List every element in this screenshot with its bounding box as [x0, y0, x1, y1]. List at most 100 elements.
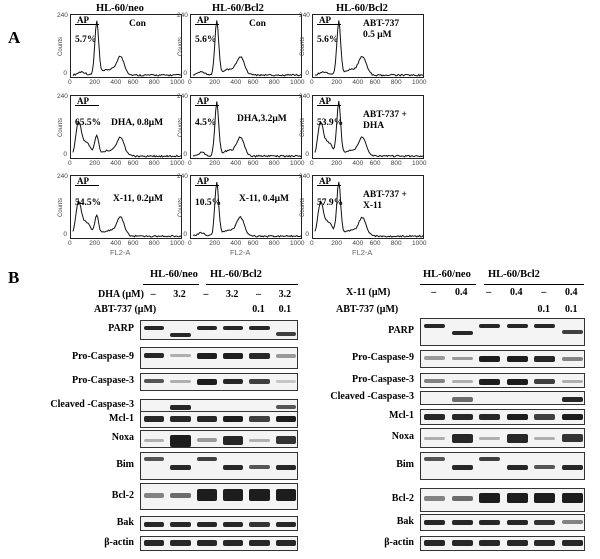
apoptosis-percent: 5.7% — [75, 35, 97, 45]
x-tick: 600 — [127, 160, 139, 167]
x-tick: 0 — [188, 160, 192, 167]
protein-label: Pro-Caspase-3 — [351, 373, 414, 385]
y-tick-top: 240 — [57, 12, 68, 19]
histogram-trace — [72, 120, 182, 158]
y-axis-label: Counts — [58, 36, 64, 56]
ap-gate-line — [195, 185, 219, 186]
treatment-value: 0.1 — [565, 304, 578, 315]
x-tick: 400 — [230, 79, 242, 86]
treatment-value: 0.4 — [455, 287, 468, 298]
condition-label-2: DHA — [363, 121, 385, 131]
protein-band — [170, 354, 191, 357]
protein-band — [506, 540, 528, 546]
treatment-value: – — [203, 289, 209, 300]
y-tick-top: 240 — [299, 93, 310, 100]
treatment-row-1-label: X-11 (μM) — [346, 287, 391, 298]
x-tick: 1000 — [412, 240, 427, 247]
treatment-row-1-label: DHA (μM) — [98, 289, 144, 300]
protein-band — [451, 331, 473, 335]
ap-gate-line — [195, 105, 219, 106]
x-tick: 1000 — [412, 160, 427, 167]
x-tick: 1000 — [290, 240, 305, 247]
treatment-value: 0.4 — [565, 287, 578, 298]
x-tick: 600 — [247, 240, 259, 247]
y-tick-zero: 0 — [305, 231, 309, 238]
blot-strip — [140, 452, 298, 480]
protein-band — [561, 465, 583, 470]
x-tick: 800 — [268, 79, 280, 86]
protein-band — [506, 434, 528, 443]
protein-band — [424, 496, 446, 501]
x-tick: 200 — [209, 79, 221, 86]
protein-band — [561, 414, 583, 420]
histogram-curve — [72, 20, 182, 77]
blot-strip — [420, 350, 585, 368]
ap-gate-line — [317, 185, 341, 186]
y-tick-top: 240 — [57, 173, 68, 180]
protein-band — [534, 356, 556, 362]
protein-label: PARP — [108, 323, 134, 334]
protein-band — [143, 457, 165, 461]
protein-label: Bak — [116, 516, 134, 528]
histogram-trace — [192, 101, 302, 158]
protein-band — [479, 324, 501, 328]
protein-band — [196, 416, 218, 422]
ap-gate-line — [75, 105, 99, 106]
treatment-value: – — [541, 287, 547, 298]
protein-band — [479, 356, 501, 362]
histogram-curve — [72, 120, 182, 158]
protein-band — [451, 357, 473, 360]
histogram-trace — [192, 182, 302, 238]
treatment-row-2-label: ABT-737 (μM) — [336, 304, 399, 315]
protein-band — [534, 324, 556, 328]
x-tick: 400 — [352, 160, 364, 167]
group-header-neo: HL-60/neo — [423, 269, 471, 280]
protein-band — [561, 434, 583, 442]
group-line-neo — [420, 284, 476, 285]
blot-strip — [420, 409, 585, 425]
blot-strip — [420, 391, 585, 405]
y-tick-zero: 0 — [183, 231, 187, 238]
protein-label: Pro-Caspase-9 — [71, 351, 134, 362]
ap-gate-line — [317, 105, 341, 106]
ap-gate-line — [75, 185, 99, 186]
y-tick-top: 240 — [299, 12, 310, 19]
protein-band — [424, 457, 446, 461]
x-tick: 200 — [331, 160, 343, 167]
protein-band — [506, 379, 528, 385]
x-tick: 400 — [110, 79, 122, 86]
x-tick: 200 — [209, 240, 221, 247]
protein-band — [561, 520, 583, 524]
ap-label: AP — [319, 96, 331, 106]
ap-label: AP — [77, 96, 89, 106]
protein-band — [534, 379, 556, 384]
ap-label: AP — [77, 15, 89, 25]
protein-band — [451, 465, 473, 470]
protein-band — [222, 465, 244, 470]
protein-label: Cleaved -Caspase-3 — [330, 391, 414, 402]
flow-histogram: AP 53.9% ABT-737 + DHA — [312, 95, 424, 159]
protein-band — [170, 493, 191, 498]
condition-label: X-11, 0.2μM — [113, 194, 163, 204]
x-tick: 400 — [230, 240, 242, 247]
x-tick: 800 — [390, 79, 402, 86]
treatment-value: 0.1 — [278, 304, 292, 315]
x-tick: 1000 — [170, 240, 185, 247]
protein-band — [275, 436, 297, 444]
group-header-bcl2: HL-60/Bcl2 — [210, 269, 262, 280]
protein-band — [451, 380, 473, 383]
protein-band — [451, 434, 473, 443]
protein-band — [170, 416, 191, 422]
protein-band — [506, 493, 528, 503]
protein-band — [275, 489, 297, 501]
histogram-curve — [314, 20, 424, 77]
histogram-trace — [314, 181, 424, 238]
blot-strip — [140, 430, 298, 448]
protein-band — [424, 437, 446, 440]
y-tick-top: 240 — [57, 93, 68, 100]
x-tick: 800 — [148, 79, 160, 86]
histogram-curve — [72, 199, 182, 238]
x-tick: 600 — [369, 160, 381, 167]
x-tick: 800 — [390, 160, 402, 167]
x-tick: 200 — [209, 160, 221, 167]
